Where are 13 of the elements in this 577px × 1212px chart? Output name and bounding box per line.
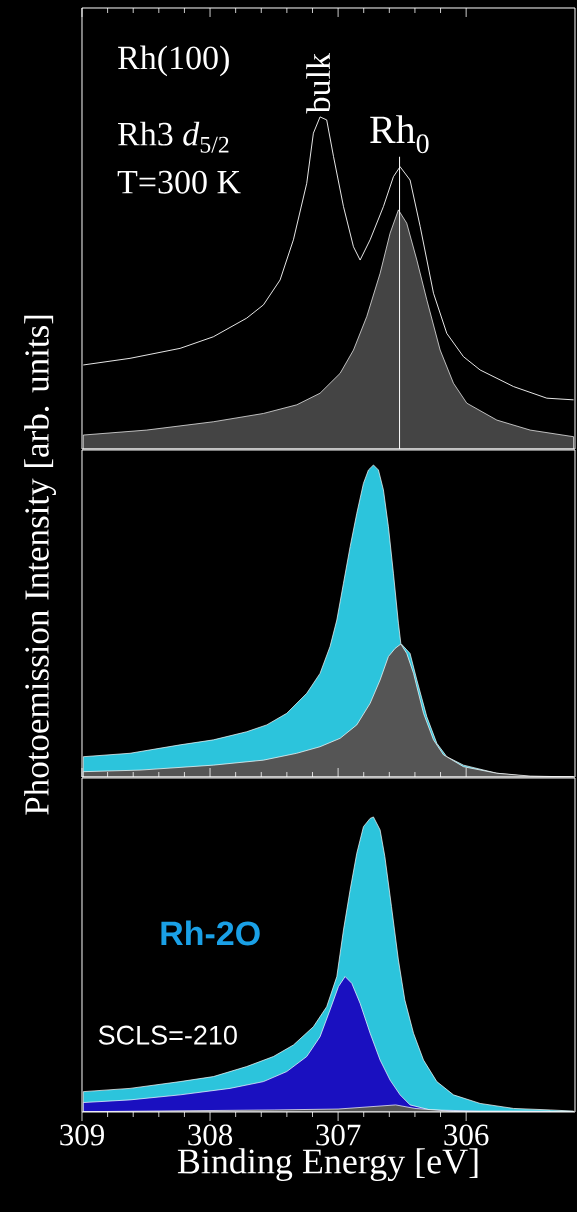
x-tick-label: 306 [444,1124,489,1146]
annotation: Rh3 d$_{5/2}$ [118,121,229,153]
annotation: SCLS=-210 [98,1025,237,1045]
annotation: bulk [306,52,331,114]
x-tick-label: 309 [60,1124,104,1146]
text: Rh(100) [118,45,229,77]
y-axis-title: Photoemission Intensity [arb. units] [24,315,57,815]
annotation: T=300 K [117,170,241,194]
annotation: Rh-2O [161,920,260,946]
x-tick-label: 307 [316,1124,361,1146]
ref-line-label: Rh$_{0}$ [370,115,429,154]
x-axis-title: Binding Energy [eV] [177,1148,478,1182]
x-tick-label: 308 [188,1124,233,1146]
